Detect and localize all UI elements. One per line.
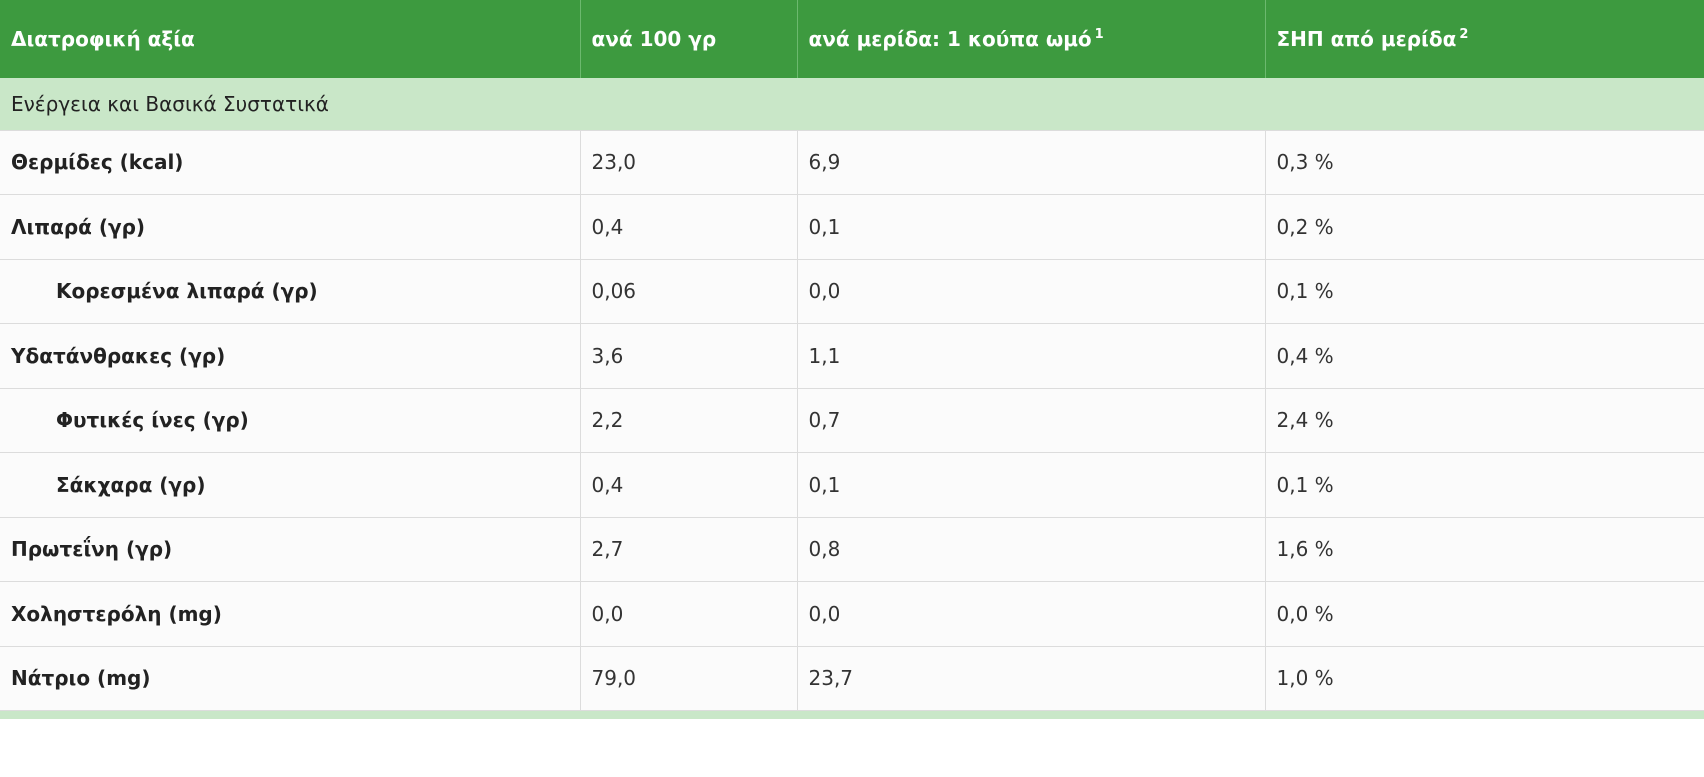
value-daily-percent: 0,3 % [1265, 130, 1704, 195]
header-row: Διατροφική αξία ανά 100 γρ ανά μερίδα: 1… [0, 0, 1704, 78]
value-daily-percent: 1,6 % [1265, 517, 1704, 582]
value-daily-percent: 2,4 % [1265, 388, 1704, 453]
value-per-serving: 0,7 [797, 388, 1266, 453]
value-per-serving: 0,1 [797, 452, 1266, 518]
value-per-serving: 6,9 [797, 130, 1266, 195]
footnote-marker-2: 2 [1459, 27, 1469, 42]
section-title: Ενέργεια και Βασικά Συστατικά [0, 78, 1704, 131]
table-body: Ενέργεια και Βασικά Συστατικά Θερμίδες (… [0, 78, 1704, 711]
value-daily-percent: 0,1 % [1265, 259, 1704, 324]
nutrition-table: Διατροφική αξία ανά 100 γρ ανά μερίδα: 1… [0, 0, 1704, 711]
nutrient-name: Φυτικές ίνες (γρ) [0, 388, 581, 453]
value-daily-percent: 0,2 % [1265, 194, 1704, 260]
value-per-serving: 23,7 [797, 646, 1266, 711]
table-row: Φυτικές ίνες (γρ) 2,2 0,7 2,4 % [0, 388, 1704, 453]
nutrient-name: Λιπαρά (γρ) [0, 194, 581, 260]
next-section-strip [0, 711, 1704, 719]
nutrient-name: Νάτριο (mg) [0, 646, 581, 711]
table-row: Κορεσμένα λιπαρά (γρ) 0,06 0,0 0,1 % [0, 259, 1704, 324]
value-daily-percent: 0,1 % [1265, 452, 1704, 518]
value-per-100g: 23,0 [580, 130, 798, 195]
nutrient-name: Πρωτεΐνη (γρ) [0, 517, 581, 582]
value-daily-percent: 0,0 % [1265, 581, 1704, 647]
header-per-serving-label: ανά μερίδα: 1 κούπα ωμό [808, 27, 1092, 51]
table-row: Πρωτεΐνη (γρ) 2,7 0,8 1,6 % [0, 517, 1704, 582]
table-header: Διατροφική αξία ανά 100 γρ ανά μερίδα: 1… [0, 0, 1704, 78]
value-per-100g: 0,4 [580, 452, 798, 518]
value-per-100g: 79,0 [580, 646, 798, 711]
table-row: Χοληστερόλη (mg) 0,0 0,0 0,0 % [0, 581, 1704, 647]
value-per-serving: 0,8 [797, 517, 1266, 582]
section-row: Ενέργεια και Βασικά Συστατικά [0, 78, 1704, 131]
value-per-100g: 0,06 [580, 259, 798, 324]
nutrient-name: Κορεσμένα λιπαρά (γρ) [0, 259, 581, 324]
value-per-100g: 2,2 [580, 388, 798, 453]
table-row: Νάτριο (mg) 79,0 23,7 1,0 % [0, 646, 1704, 711]
header-daily-value-label: ΣΗΠ από μερίδα [1276, 27, 1457, 51]
value-per-serving: 0,0 [797, 581, 1266, 647]
header-daily-value: ΣΗΠ από μερίδα 2 [1265, 0, 1704, 78]
nutrient-name: Σάκχαρα (γρ) [0, 452, 581, 518]
value-per-100g: 0,0 [580, 581, 798, 647]
header-per-serving: ανά μερίδα: 1 κούπα ωμό 1 [797, 0, 1266, 78]
table-row: Θερμίδες (kcal) 23,0 6,9 0,3 % [0, 130, 1704, 195]
table-row: Σάκχαρα (γρ) 0,4 0,1 0,1 % [0, 452, 1704, 518]
header-per-100g: ανά 100 γρ [580, 0, 798, 78]
nutrient-name: Θερμίδες (kcal) [0, 130, 581, 195]
nutrient-name: Χοληστερόλη (mg) [0, 581, 581, 647]
value-per-100g: 2,7 [580, 517, 798, 582]
value-per-serving: 1,1 [797, 323, 1266, 389]
value-per-100g: 0,4 [580, 194, 798, 260]
table-row: Υδατάνθρακες (γρ) 3,6 1,1 0,4 % [0, 323, 1704, 389]
value-daily-percent: 0,4 % [1265, 323, 1704, 389]
nutrient-name: Υδατάνθρακες (γρ) [0, 323, 581, 389]
footnote-marker-1: 1 [1094, 27, 1104, 42]
value-per-100g: 3,6 [580, 323, 798, 389]
value-per-serving: 0,0 [797, 259, 1266, 324]
header-nutrient: Διατροφική αξία [0, 0, 581, 78]
value-daily-percent: 1,0 % [1265, 646, 1704, 711]
table-row: Λιπαρά (γρ) 0,4 0,1 0,2 % [0, 194, 1704, 260]
header-per-100g-label: ανά 100 γρ [591, 27, 717, 51]
header-nutrient-label: Διατροφική αξία [11, 27, 195, 51]
value-per-serving: 0,1 [797, 194, 1266, 260]
